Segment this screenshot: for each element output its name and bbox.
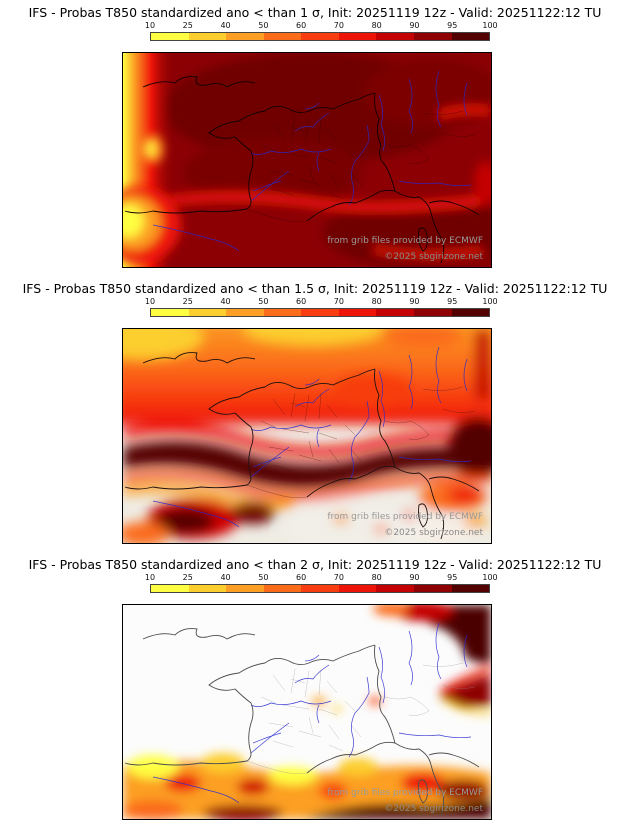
colorbar-tick-label: 25 (182, 573, 193, 582)
colorbar-segment (301, 309, 339, 316)
colorbar-tick-label: 80 (371, 297, 382, 306)
colorbar-tick-label: 25 (182, 297, 193, 306)
watermark-copyright: ©2025 sbgirizone.net (384, 803, 483, 814)
colorbar-tick-label: 70 (333, 573, 344, 582)
colorbar-tick-label: 95 (447, 21, 458, 30)
panel-sigma-2: IFS - Probas T850 standardized ano < tha… (0, 552, 630, 828)
colorbar-tick-label: 10 (144, 297, 156, 306)
colorbar-segment (151, 309, 189, 316)
colorbar-segment (376, 309, 414, 316)
watermark: from grib files provided by ECMWF ©2025 … (327, 233, 483, 265)
colorbar-segment (188, 309, 227, 316)
colorbar-tick-label: 40 (220, 297, 231, 306)
colorbar-segment (301, 33, 339, 40)
panel-title: IFS - Probas T850 standardized ano < tha… (28, 5, 602, 20)
watermark-copyright: ©2025 sbgirizone.net (384, 527, 483, 538)
map-canvas-sigma-2 (123, 605, 491, 819)
panel-title: IFS - Probas T850 standardized ano < tha… (28, 557, 602, 572)
colorbar-segment (413, 309, 452, 316)
colorbar-segment (226, 309, 264, 316)
colorbar-tick-label: 40 (220, 573, 231, 582)
watermark-source: from grib files provided by ECMWF (327, 511, 483, 522)
colorbar-segment (376, 585, 414, 592)
colorbar-segment (151, 33, 189, 40)
colorbar-ticks: 10 25 40 50 60 70 80 90 95 100 (145, 573, 498, 583)
colorbar-segment (413, 585, 452, 592)
colorbar-tick-label: 10 (144, 573, 156, 582)
colorbar-tick-label: 80 (371, 573, 382, 582)
colorbar-segment (338, 309, 377, 316)
colorbar-segment (263, 309, 302, 316)
colorbar-tick-label: 90 (409, 21, 420, 30)
colorbar-segment (451, 585, 490, 592)
colorbar-tick-label: 100 (482, 21, 498, 30)
map-sigma-1: from grib files provided by ECMWF ©2025 … (122, 52, 492, 268)
panel-sigma-1-5: IFS - Probas T850 standardized ano < tha… (0, 276, 630, 552)
colorbar-segment (226, 33, 264, 40)
colorbar-tick-label: 10 (144, 21, 156, 30)
colorbar: 10 25 40 50 60 70 80 90 95 100 (145, 21, 498, 41)
colorbar-ticks: 10 25 40 50 60 70 80 90 95 100 (145, 297, 498, 307)
colorbar-tick-label: 95 (447, 297, 458, 306)
colorbar-segment (151, 585, 189, 592)
colorbar-tick-label: 70 (333, 297, 344, 306)
colorbar-tick-label: 60 (296, 297, 307, 306)
colorbar-tick-label: 50 (258, 573, 269, 582)
colorbar-segment (451, 309, 490, 316)
colorbar-bar (150, 584, 490, 593)
map-sigma-2: from grib files provided by ECMWF ©2025 … (122, 604, 492, 820)
panel-title: IFS - Probas T850 standardized ano < tha… (22, 281, 608, 296)
colorbar-segment (376, 33, 414, 40)
panel-sigma-1: IFS - Probas T850 standardized ano < tha… (0, 0, 630, 276)
watermark-source: from grib files provided by ECMWF (327, 787, 483, 798)
colorbar-tick-label: 25 (182, 21, 193, 30)
colorbar: 10 25 40 50 60 70 80 90 95 100 (145, 297, 498, 317)
colorbar-tick-label: 60 (296, 21, 307, 30)
watermark: from grib files provided by ECMWF ©2025 … (327, 509, 483, 541)
colorbar-tick-label: 95 (447, 573, 458, 582)
colorbar-ticks: 10 25 40 50 60 70 80 90 95 100 (145, 21, 498, 31)
colorbar-tick-label: 50 (258, 297, 269, 306)
colorbar-tick-label: 60 (296, 573, 307, 582)
colorbar-segment (263, 585, 302, 592)
colorbar-segment (451, 33, 490, 40)
colorbar-bar (150, 308, 490, 317)
colorbar-segment (188, 585, 227, 592)
watermark-copyright: ©2025 sbgirizone.net (384, 251, 483, 262)
colorbar-segment (188, 33, 227, 40)
watermark: from grib files provided by ECMWF ©2025 … (327, 785, 483, 817)
colorbar: 10 25 40 50 60 70 80 90 95 100 (145, 573, 498, 593)
map-canvas-sigma-1 (123, 53, 491, 267)
map-sigma-1-5: from grib files provided by ECMWF ©2025 … (122, 328, 492, 544)
colorbar-segment (263, 33, 302, 40)
colorbar-segment (226, 585, 264, 592)
colorbar-tick-label: 100 (482, 297, 498, 306)
colorbar-tick-label: 80 (371, 21, 382, 30)
colorbar-tick-label: 100 (482, 573, 498, 582)
colorbar-segment (338, 585, 377, 592)
colorbar-tick-label: 40 (220, 21, 231, 30)
watermark-source: from grib files provided by ECMWF (327, 235, 483, 246)
colorbar-segment (301, 585, 339, 592)
colorbar-tick-label: 90 (409, 297, 420, 306)
colorbar-tick-label: 90 (409, 573, 420, 582)
map-canvas-sigma-1-5 (123, 329, 491, 543)
colorbar-tick-label: 50 (258, 21, 269, 30)
colorbar-bar (150, 32, 490, 41)
colorbar-segment (338, 33, 377, 40)
colorbar-segment (413, 33, 452, 40)
colorbar-tick-label: 70 (333, 21, 344, 30)
